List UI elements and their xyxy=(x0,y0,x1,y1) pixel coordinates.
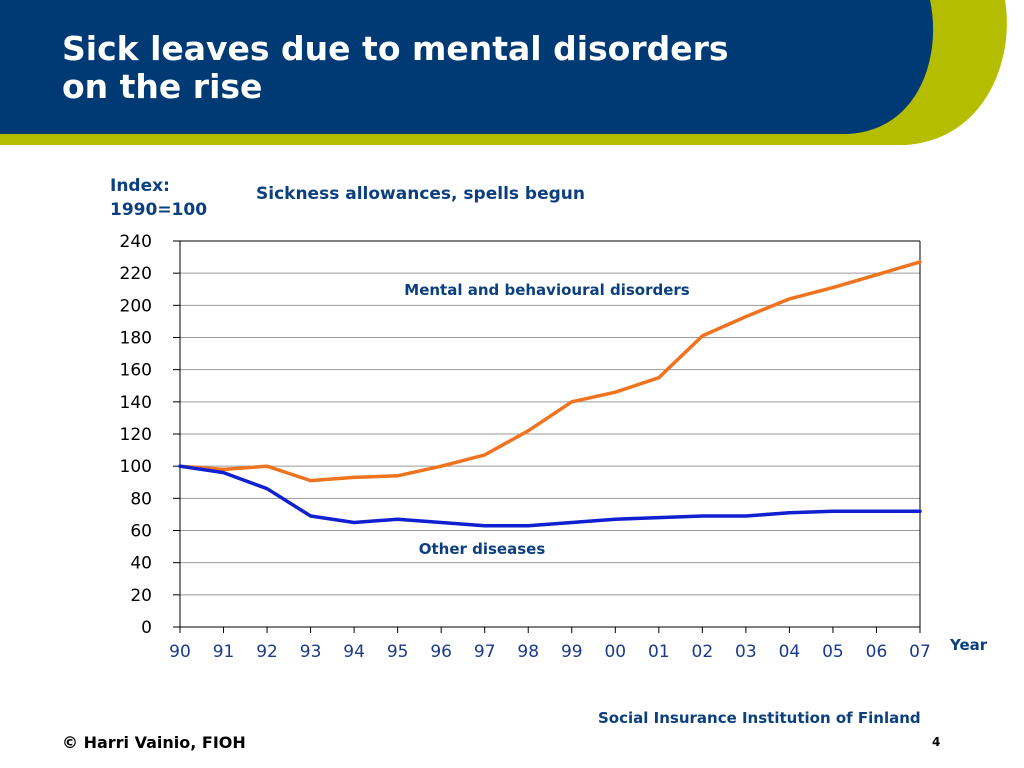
series-lines xyxy=(178,260,922,528)
y-tick-label: 180 xyxy=(120,329,152,349)
x-tick-label: 97 xyxy=(474,642,496,662)
x-tick-label: 96 xyxy=(430,642,452,662)
chart-title: Sickness allowances, spells begun xyxy=(256,184,586,204)
y-tick-label: 200 xyxy=(120,296,152,316)
y-tick-label: 220 xyxy=(120,264,152,284)
header-band xyxy=(0,0,1007,145)
y-axis-title-line-2: 1990=100 xyxy=(110,200,208,220)
x-tick-label: 92 xyxy=(256,642,278,662)
x-tick-label: 07 xyxy=(909,642,931,662)
x-tick-label: 04 xyxy=(779,642,801,662)
x-tick-label: 99 xyxy=(561,642,583,662)
x-tick-label: 98 xyxy=(517,642,539,662)
y-tick-label: 140 xyxy=(120,393,152,413)
x-tick-label: 03 xyxy=(735,642,757,662)
y-tick-label: 60 xyxy=(130,522,152,542)
y-tick-label: 160 xyxy=(120,361,152,381)
slide-title-line-2: on the rise xyxy=(62,67,263,106)
slide-title: Sick leaves due to mental disorders on t… xyxy=(62,30,729,106)
x-tick-label: 93 xyxy=(300,642,322,662)
series-line-other-diseases xyxy=(178,464,922,528)
series-labels: Mental and behavioural disorders Other di… xyxy=(349,275,745,561)
slide-title-line-1: Sick leaves due to mental disorders xyxy=(62,29,729,68)
series-label-box xyxy=(349,275,745,302)
y-axis-title: Index: 1990=100 xyxy=(110,174,207,222)
header-blue-panel xyxy=(0,0,934,134)
x-tick-label: 02 xyxy=(692,642,714,662)
x-tick-label: 91 xyxy=(213,642,235,662)
copyright-notice: © Harri Vainio, FIOH xyxy=(62,733,246,752)
series-line-mental-disorders xyxy=(178,260,922,483)
source-credit: Social Insurance Institution of Finland xyxy=(598,709,921,727)
page-number: 4 xyxy=(932,735,941,749)
x-axis-title: Year xyxy=(950,636,988,654)
x-tick-label: 90 xyxy=(169,642,191,662)
x-tick-label: 05 xyxy=(822,642,844,662)
y-tick-label: 80 xyxy=(130,489,152,509)
y-tick-label: 120 xyxy=(120,425,152,445)
y-tick-label: 0 xyxy=(141,618,152,638)
x-tick-label: 94 xyxy=(343,642,365,662)
series-label: Mental and behavioural disorders xyxy=(404,281,690,299)
y-tick-label: 100 xyxy=(120,457,152,477)
y-axis-title-line-1: Index: xyxy=(110,176,170,196)
y-tick-label: 240 xyxy=(120,232,152,252)
series-label: Other diseases xyxy=(419,540,546,558)
x-tick-label: 95 xyxy=(387,642,409,662)
y-tick-label: 40 xyxy=(130,554,152,574)
x-tick-label: 01 xyxy=(648,642,670,662)
x-tick-label: 06 xyxy=(866,642,888,662)
x-tick-label: 00 xyxy=(604,642,626,662)
axes xyxy=(173,240,921,633)
series-label-box xyxy=(362,534,602,561)
y-tick-label: 20 xyxy=(130,586,152,606)
